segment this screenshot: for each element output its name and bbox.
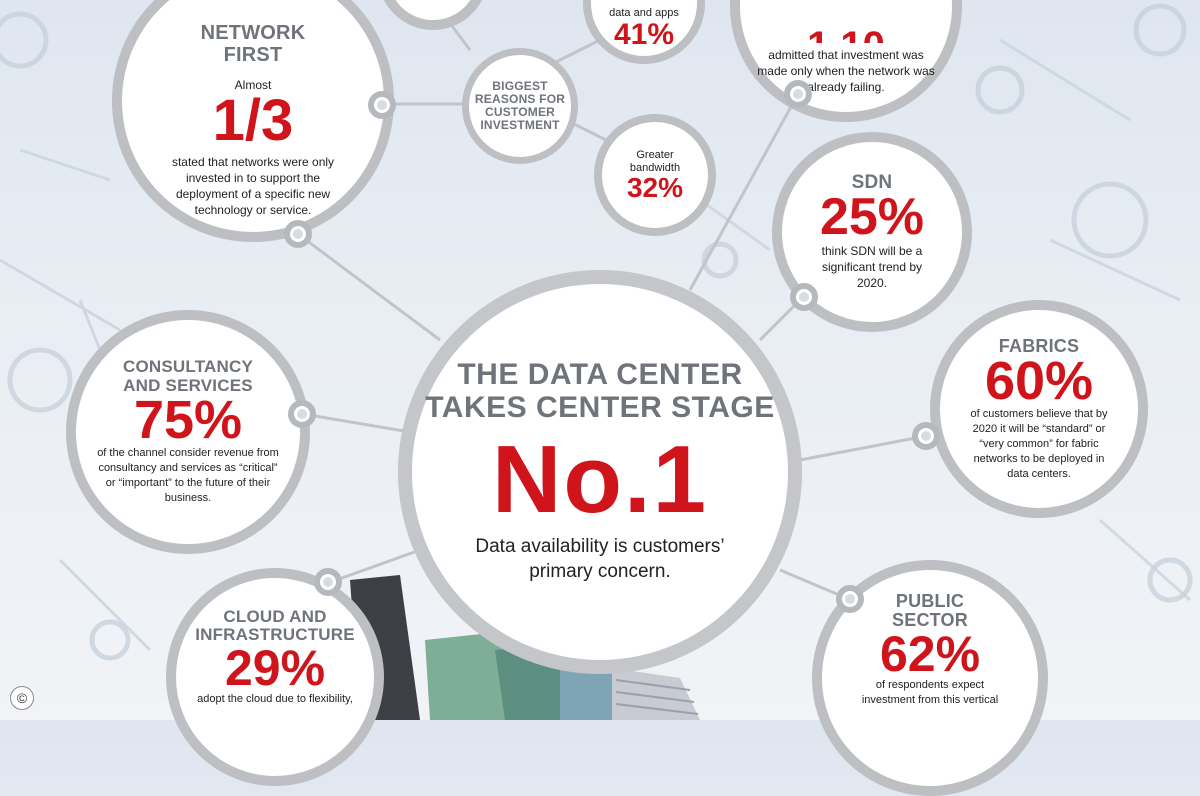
public-text: of respondents expect investment from th… [861,679,999,707]
bubble-reasons: BIGGEST REASONS FOR CUSTOMER INVESTMENT [462,48,578,164]
connector-node [912,422,940,450]
sdn-title: SDN [851,171,893,193]
fabrics-stat: 60% [984,350,1094,411]
public-title: PUBLIC SECTOR [892,591,968,631]
failing-stat-cut: 1 10 [807,27,885,43]
public-stat: 62% [879,625,981,682]
center-text: Data availability is customers’ primary … [475,536,725,582]
cloud-title: CLOUD AND INFRASTRUCTURE [195,607,355,645]
connector-node [784,80,812,108]
network-first-pre: Almost [234,77,272,92]
bubble-center: THE DATA CENTER TAKES CENTER STAGE No.1 … [398,270,802,674]
sdn-text: think SDN will be a significant trend by… [821,243,923,291]
bubble-fabrics: FABRICS 60% of customers believe that by… [930,300,1148,518]
consultancy-stat: 75% [133,390,243,451]
bubble-consultancy: CONSULTANCY AND SERVICES 75% of the chan… [66,310,310,554]
connector-node [284,220,312,248]
connector-node [314,568,342,596]
connector-node [790,283,818,311]
connector-node [836,585,864,613]
fabrics-text: of customers believe that by 2020 it wil… [970,408,1108,480]
reasons-title: BIGGEST REASONS FOR CUSTOMER INVESTMENT [474,79,566,132]
data-apps-text: data and apps [609,7,679,20]
consultancy-title: CONSULTANCY AND SERVICES [122,357,253,395]
copyright-badge: © [10,686,34,710]
sdn-stat: 25% [819,188,925,247]
cloud-text: adopt the cloud due to flexibility, [197,693,353,706]
consultancy-text: of the channel consider revenue from con… [97,447,279,504]
failing-text: admitted that investment was made only w… [757,47,935,95]
network-first-text: stated that networks were only invested … [171,154,335,218]
center-title: THE DATA CENTER TAKES CENTER STAGE [425,358,775,424]
connector-node [288,400,316,428]
data-apps-stat: 41% [613,18,675,52]
bandwidth-text: Greater bandwidth [629,148,681,174]
connector-node [368,91,396,119]
network-first-stat: 1/3 [212,87,294,153]
network-first-title: NETWORK FIRST [200,22,306,66]
bandwidth-stat: 32% [626,171,684,203]
center-stat: No.1 [491,426,709,534]
bubble-bandwidth: Greater bandwidth 32% [594,114,716,236]
cloud-stat: 29% [224,639,326,696]
bubble-network-first: NETWORK FIRST Almost 1/3 stated that net… [112,0,394,242]
fabrics-title: FABRICS [998,335,1080,356]
bubble-cloud: CLOUD AND INFRASTRUCTURE 29% adopt the c… [166,568,384,786]
